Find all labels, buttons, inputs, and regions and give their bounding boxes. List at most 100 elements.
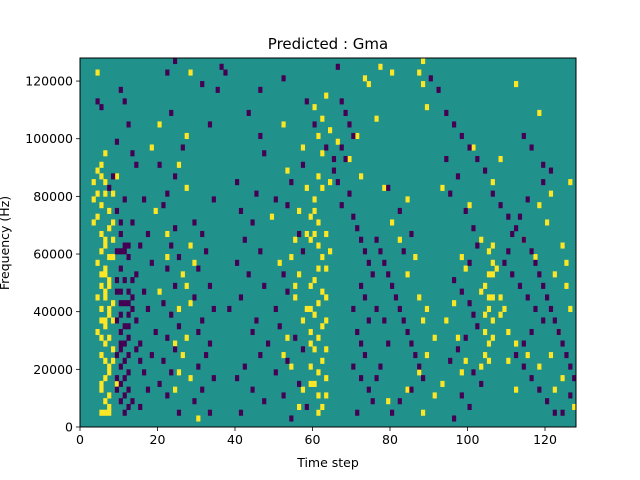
heatmap-cell-high: [397, 236, 402, 243]
heatmap-cell-low: [118, 380, 123, 387]
heatmap-cell-high: [390, 219, 395, 226]
heatmap-cell-high: [91, 179, 96, 186]
heatmap-cell-high: [316, 242, 321, 249]
heatmap-cell-low: [192, 294, 197, 301]
heatmap-cell-low: [169, 242, 174, 249]
heatmap-cell-high: [107, 369, 112, 376]
heatmap-cell-low: [223, 69, 228, 76]
heatmap-cell-high: [382, 184, 387, 191]
heatmap-cell-low: [118, 219, 123, 226]
heatmap-cell-low: [300, 248, 306, 255]
heatmap-cell-low: [200, 81, 205, 88]
heatmap-cell-high: [196, 415, 201, 422]
heatmap-cell-high: [297, 271, 302, 278]
heatmap-cell-low: [572, 375, 577, 382]
heatmap-cell-high: [440, 184, 445, 191]
heatmap-cell-low: [455, 346, 461, 353]
heatmap-cell-high: [103, 179, 108, 186]
heatmap-cell-low: [142, 196, 147, 203]
heatmap-cell-high: [269, 213, 275, 220]
heatmap-cell-high: [184, 334, 189, 341]
heatmap-cell-low: [176, 323, 182, 330]
heatmap-cell-high: [537, 109, 542, 116]
heatmap-cell-low: [118, 288, 123, 295]
heatmap-cell-low: [355, 409, 360, 416]
heatmap-cell-low: [560, 340, 565, 347]
heatmap-cell-low: [126, 369, 131, 376]
heatmap-cell-low: [525, 196, 530, 203]
heatmap-cell-high: [103, 398, 108, 405]
x-tick-label: 20: [150, 432, 166, 447]
heatmap-cell-low: [370, 271, 375, 278]
heatmap-cell-high: [184, 184, 189, 191]
heatmap-cell-high: [479, 288, 484, 295]
heatmap-cell-high: [285, 334, 290, 341]
heatmap-cell-low: [401, 248, 406, 255]
heatmap-cell-high: [486, 271, 492, 278]
heatmap-cell-low: [351, 132, 356, 140]
heatmap-cell-high: [285, 167, 290, 174]
heatmap-cell-low: [359, 282, 364, 289]
heatmap-cell-low: [122, 196, 127, 203]
heatmap-cell-low: [126, 403, 131, 411]
heatmap-cell-high: [405, 196, 410, 203]
heatmap-cell-low: [126, 311, 131, 318]
heatmap-cell-low: [242, 363, 247, 370]
heatmap-cell-high: [107, 311, 112, 318]
heatmap-cell-high: [111, 219, 116, 226]
heatmap-cell-low: [541, 317, 546, 324]
heatmap-cell-low: [142, 369, 147, 376]
heatmap-cell-high: [188, 375, 193, 382]
heatmap-cell-high: [103, 357, 108, 364]
heatmap-cell-low: [452, 277, 457, 284]
heatmap-cell-high: [111, 236, 116, 243]
heatmap-cell-low: [459, 288, 464, 295]
heatmap-cell-low: [467, 259, 472, 266]
heatmap-cell-low: [126, 323, 131, 330]
heatmap-cell-high: [99, 282, 104, 289]
heatmap-cell-high: [300, 317, 306, 324]
heatmap-cell-low: [173, 346, 178, 353]
heatmap-cell-high: [103, 265, 108, 272]
heatmap-cell-low: [196, 328, 201, 336]
heatmap-cell-high: [483, 311, 488, 318]
heatmap-cell-low: [521, 340, 526, 347]
heatmap-cell-high: [486, 294, 492, 301]
heatmap-cell-low: [366, 317, 371, 324]
heatmap-cell-low: [397, 398, 402, 405]
heatmap-cell-high: [99, 386, 104, 393]
heatmap-cell-low: [374, 375, 379, 382]
heatmap-cell-high: [153, 207, 158, 214]
heatmap-cell-high: [95, 328, 100, 336]
heatmap-cell-low: [560, 409, 565, 416]
heatmap-cell-high: [320, 184, 325, 191]
heatmap-cell-low: [145, 386, 151, 393]
heatmap-cell-high: [281, 121, 286, 128]
heatmap-cell-high: [107, 277, 112, 284]
heatmap-cell-high: [107, 403, 112, 411]
heatmap-cell-low: [347, 190, 352, 197]
heatmap-cell-low: [238, 207, 244, 214]
heatmap-cell-high: [552, 386, 557, 393]
heatmap-cell-low: [529, 144, 534, 151]
heatmap-cell-low: [455, 173, 461, 180]
heatmap-cell-high: [99, 352, 104, 359]
heatmap-cell-low: [401, 317, 406, 324]
heatmap-cell-low: [409, 230, 414, 238]
heatmap-cell-low: [145, 230, 151, 238]
heatmap-cell-high: [149, 144, 154, 151]
heatmap-cell-high: [289, 363, 294, 370]
heatmap-cell-high: [188, 69, 193, 76]
heatmap-cell-high: [107, 363, 112, 370]
heatmap-cell-low: [343, 156, 348, 163]
heatmap-cell-high: [165, 254, 170, 261]
heatmap-cell-high: [421, 81, 426, 88]
heatmap-cell-low: [452, 121, 457, 128]
heatmap-cell-low: [114, 317, 120, 324]
heatmap-cell-low: [161, 357, 166, 364]
heatmap-cell-low: [227, 305, 232, 312]
heatmap-cell-high: [316, 173, 321, 180]
heatmap-cell-high: [157, 121, 162, 128]
heatmap-cell-high: [417, 294, 422, 301]
heatmap-cell-low: [254, 317, 259, 324]
